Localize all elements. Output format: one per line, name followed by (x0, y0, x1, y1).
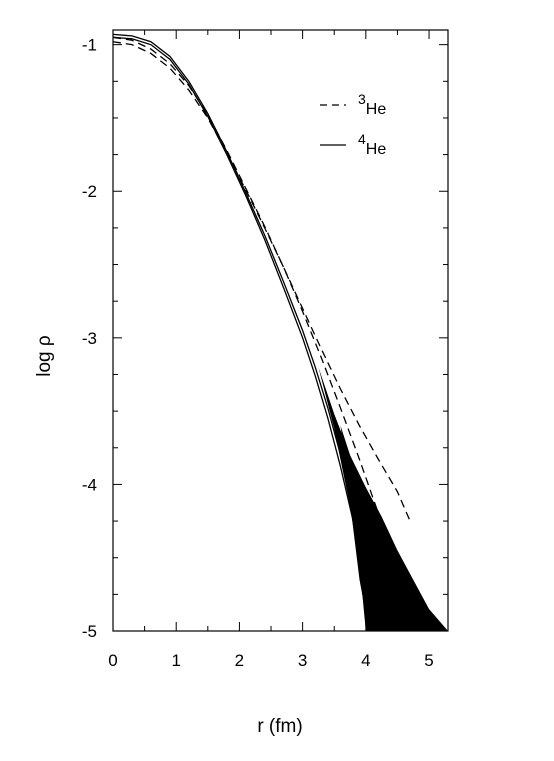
series-line-2 (113, 41, 411, 617)
y-tick-label-2: -2 (82, 182, 97, 201)
y-tick-labels: -1 -2 -3 -4 -5 (82, 36, 97, 641)
shaded-band-2 (340, 425, 382, 631)
uncertainty-bands (318, 367, 448, 631)
y-axis-label: log ρ (34, 335, 55, 377)
x-tick-label-1: 1 (171, 651, 180, 670)
x-tick-label-5: 5 (424, 651, 433, 670)
shaded-band-1 (318, 367, 448, 631)
legend-label-2: 4He (358, 131, 386, 158)
x-tick-label-3: 3 (298, 651, 307, 670)
series-lines (113, 33, 411, 627)
y-tick-label-5: -5 (82, 622, 97, 641)
y-tick-label-4: -4 (82, 475, 97, 494)
y-tick-label-1: -1 (82, 36, 97, 55)
y-tick-label-3: -3 (82, 329, 97, 348)
x-tick-label-4: 4 (361, 651, 370, 670)
plot-frame (112, 29, 449, 632)
axis-ticks (112, 30, 448, 632)
x-tick-labels: 0 1 2 3 4 5 (108, 651, 434, 670)
x-tick-label-2: 2 (235, 651, 244, 670)
legend-label-1: 3He (358, 91, 386, 118)
series-line-3 (113, 33, 373, 624)
series-line-4 (113, 36, 370, 627)
x-axis-label: r (fm) (257, 716, 302, 737)
x-tick-label-0: 0 (108, 651, 117, 670)
series-line-1 (113, 36, 411, 522)
